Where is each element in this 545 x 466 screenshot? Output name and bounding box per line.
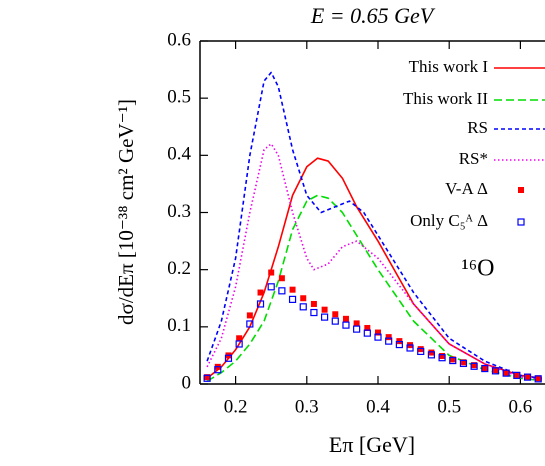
data-point: [256, 300, 265, 308]
x-tick-label: 0.6: [509, 396, 533, 417]
data-point: [492, 367, 499, 374]
annotation: ¹⁶O: [462, 256, 495, 282]
data-point: [481, 364, 489, 373]
data-point: [534, 375, 542, 383]
data-point: [374, 333, 382, 341]
legend-label: V-A Δ: [445, 179, 488, 198]
data-point: [460, 359, 467, 366]
data-point: [438, 354, 446, 362]
legend-label: RS: [467, 118, 488, 137]
data-point: [342, 321, 350, 329]
data-point: [235, 340, 243, 348]
axes-frame: [199, 40, 545, 385]
data-point: [417, 347, 425, 356]
data-point: [513, 371, 521, 380]
data-point: [342, 315, 349, 322]
data-point: [385, 334, 392, 341]
data-point: [203, 374, 211, 382]
x-tick-label: 0.5: [437, 396, 461, 417]
data-point: [428, 349, 435, 356]
data-point: [471, 362, 478, 369]
data-point: [321, 313, 329, 321]
data-point: [321, 306, 328, 313]
legend-marker: [518, 187, 524, 193]
plot-area: [203, 71, 542, 383]
data-point: [491, 367, 500, 375]
data-point: [459, 359, 468, 368]
data-point: [257, 289, 264, 296]
data-point: [299, 303, 307, 311]
y-tick-label: 0.4: [167, 144, 191, 165]
series-line: [206, 71, 542, 380]
data-point: [214, 366, 222, 374]
series-line: [206, 157, 542, 380]
data-point: [417, 346, 424, 353]
data-point: [449, 356, 456, 363]
series-line: [206, 143, 542, 381]
data-point: [449, 356, 457, 365]
y-tick-label: 0.1: [167, 315, 191, 336]
y-tick-label: 0.2: [167, 258, 191, 279]
data-point: [353, 325, 361, 333]
data-point: [395, 340, 403, 349]
data-point: [268, 269, 275, 276]
legend-label: This work I: [409, 57, 489, 76]
data-point: [310, 308, 318, 317]
y-axis-label: dσ/dEπ [10⁻³⁸ cm² GeV⁻¹]: [114, 99, 138, 325]
x-tick-label: 0.4: [366, 396, 390, 417]
data-point: [278, 275, 285, 282]
data-point: [523, 373, 532, 381]
data-point: [236, 335, 243, 342]
data-point: [503, 369, 510, 376]
data-point: [364, 324, 371, 331]
y-tick-label: 0.6: [167, 29, 191, 50]
data-point: [363, 329, 371, 337]
data-point: [204, 374, 211, 381]
data-point: [300, 295, 307, 302]
data-point: [331, 317, 339, 325]
data-point: [535, 375, 542, 382]
series-line: [206, 194, 542, 382]
legend-label: This work II: [403, 89, 488, 108]
data-point: [427, 351, 435, 359]
legend-label: RS*: [459, 149, 488, 168]
data-point: [524, 373, 531, 380]
data-point: [513, 371, 520, 378]
data-point: [406, 344, 414, 352]
data-point: [481, 364, 488, 371]
data-point: [375, 329, 381, 336]
data-point: [288, 295, 297, 303]
data-point: [470, 362, 478, 370]
x-tick-label: 0.3: [295, 396, 319, 417]
data-point: [310, 300, 317, 307]
data-point: [246, 312, 253, 319]
x-tick-label: 0.2: [224, 396, 248, 417]
y-tick-label: 0: [182, 372, 192, 393]
y-tick-label: 0.3: [167, 201, 191, 222]
legend-label: Only C₅ᴬ Δ: [410, 211, 488, 230]
data-point: [224, 354, 233, 362]
chart-title: E = 0.65 GeV: [310, 3, 436, 28]
y-tick-label: 0.5: [167, 87, 191, 108]
data-point: [246, 320, 254, 328]
data-point: [267, 283, 275, 291]
legend-marker: [517, 218, 525, 226]
data-point: [353, 320, 360, 327]
data-point: [289, 286, 296, 293]
data-point: [385, 337, 393, 345]
data-point: [332, 311, 339, 318]
data-point: [439, 352, 446, 359]
data-point: [278, 287, 286, 295]
x-axis-label: Eπ [GeV]: [329, 432, 415, 457]
data-point: [502, 369, 510, 377]
